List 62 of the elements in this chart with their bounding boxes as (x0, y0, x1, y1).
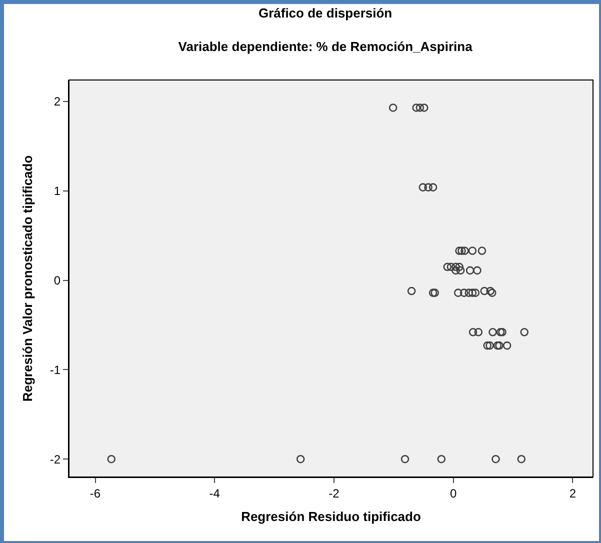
point (474, 328, 483, 336)
chart-subtitle: Variable dependiente: % de Remoción_Aspirina (178, 39, 474, 54)
point (388, 104, 398, 112)
point (488, 288, 496, 297)
point (296, 454, 305, 464)
point (412, 104, 420, 112)
x-tick-label: 2 (569, 486, 576, 500)
point (443, 262, 452, 272)
point (483, 341, 492, 350)
x-axis-title: Regresión Residuo tipificado (241, 509, 421, 524)
point (460, 246, 469, 255)
point (455, 246, 464, 255)
point (502, 341, 512, 350)
point (486, 286, 494, 296)
point (464, 288, 474, 297)
point (418, 183, 428, 192)
point (488, 328, 497, 336)
point (473, 266, 482, 275)
point (437, 454, 446, 464)
x-tick-label: 0 (450, 486, 458, 500)
point (517, 454, 526, 464)
point (430, 288, 439, 297)
point (496, 328, 505, 336)
point (454, 288, 462, 297)
point (420, 104, 428, 112)
point (478, 246, 486, 255)
point (452, 266, 460, 275)
point (492, 454, 500, 464)
point (460, 288, 468, 297)
point (458, 246, 466, 255)
point (495, 341, 504, 350)
point (493, 341, 502, 350)
point (428, 288, 438, 297)
point (520, 328, 529, 336)
point (468, 328, 478, 336)
y-tick-label: 1 (54, 184, 61, 198)
x-tick-label: -6 (90, 486, 101, 500)
point (498, 328, 506, 336)
point (480, 286, 489, 296)
y-axis-title: Regresión Valor pronosticado tipificado (20, 155, 35, 402)
point (446, 262, 456, 272)
point (486, 341, 494, 350)
point (471, 288, 480, 297)
y-tick-label: -2 (50, 452, 61, 466)
point (407, 286, 416, 296)
point (456, 266, 465, 275)
x-tick-label: -2 (328, 486, 340, 500)
point (452, 262, 460, 272)
point (416, 104, 424, 112)
x-tick-label: -4 (209, 486, 220, 500)
point (107, 454, 116, 464)
point (468, 246, 477, 255)
y-tick-label: -1 (50, 362, 61, 377)
y-tick-label: 2 (54, 94, 61, 109)
point (466, 266, 474, 275)
chart-title: Gráfico de dispersión (258, 5, 392, 20)
point (428, 183, 438, 192)
point (424, 183, 432, 192)
point (455, 262, 464, 272)
point (468, 288, 477, 297)
y-tick-label: 0 (54, 273, 61, 288)
point (400, 454, 410, 464)
